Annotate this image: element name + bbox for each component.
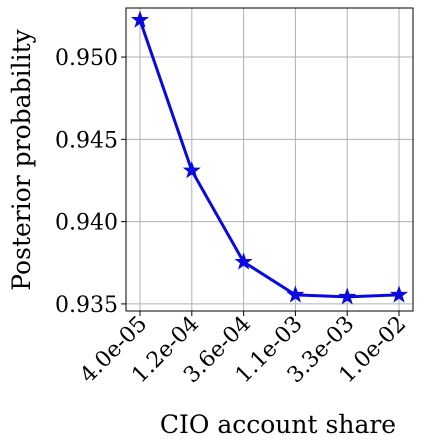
star-marker [234,252,253,270]
x-axis-label: CIO account share [160,410,396,439]
y-tick-label: 0.950 [55,46,118,71]
star-marker [182,161,201,179]
star-marker [130,10,150,28]
y-tick-label: 0.945 [55,128,118,153]
y-tick-label: 0.940 [55,211,118,236]
plot-frame [125,7,414,312]
star-marker [338,287,357,305]
y-axis-label: Posterior probability [7,28,36,290]
y-tick-label: 0.935 [55,293,118,318]
series-line [138,19,400,299]
star-marker [286,285,305,303]
star-marker [389,285,409,303]
